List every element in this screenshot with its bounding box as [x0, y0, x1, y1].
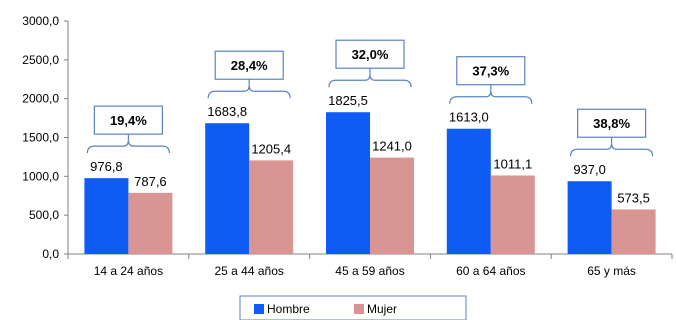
annotation-box — [214, 50, 284, 80]
y-tick-label: 0,0 — [42, 247, 59, 261]
bar-mujer — [370, 157, 414, 254]
y-tick-label: 3000,0 — [22, 14, 59, 28]
data-label: 976,8 — [90, 159, 123, 174]
bar-hombre — [567, 181, 612, 254]
bar-hombre — [326, 112, 370, 254]
bar-hombre — [205, 123, 250, 254]
annotation-brace — [207, 85, 291, 99]
annotation-brace — [328, 74, 412, 88]
y-tick-label: 1500,0 — [22, 131, 59, 145]
y-tick-label: 500,0 — [29, 208, 59, 222]
data-label: 937,0 — [573, 162, 606, 177]
legend: Hombre Mujer — [239, 295, 467, 320]
annotation-label: 37,3% — [472, 64, 509, 79]
legend-label-hombre: Hombre — [267, 302, 310, 316]
x-tick-label: 25 a 44 años — [214, 264, 283, 278]
annotation-label: 38,8% — [593, 116, 630, 131]
y-tick-label: 1000,0 — [22, 169, 59, 183]
legend-label-mujer: Mujer — [367, 302, 397, 316]
annotation-box — [576, 108, 647, 138]
bar-mujer — [249, 160, 294, 254]
annotation-box — [93, 105, 164, 135]
data-label: 1613,0 — [449, 110, 489, 125]
data-label: 787,6 — [134, 174, 167, 189]
annotation-brace — [86, 140, 170, 154]
annotations: 19,4% 28,4% 32,0% 37,3% 38,8% — [86, 39, 654, 157]
x-axis-labels: 14 a 24 años 25 a 44 años 45 a 59 años 60 a… — [94, 264, 636, 278]
annotation-label: 19,4% — [110, 113, 147, 128]
y-tick-label: 2000,0 — [22, 92, 59, 106]
legend-box — [239, 295, 467, 320]
x-tick-label: 65 y más — [587, 264, 636, 278]
x-tick-label: 14 a 24 años — [94, 264, 163, 278]
annotation-label: 32,0% — [352, 47, 389, 62]
bar-hombre — [446, 128, 491, 254]
y-axis-ticks: 0,0 500,0 1000,0 1500,0 2000,0 2500,0 3000,0 — [22, 14, 68, 261]
bar-mujer — [128, 192, 173, 254]
x-tick-label: 60 a 64 años — [456, 264, 525, 278]
bar-mujer — [611, 209, 656, 254]
data-label: 573,5 — [617, 190, 650, 205]
y-tick-label: 2500,0 — [22, 53, 59, 67]
data-label: 1683,8 — [207, 104, 247, 119]
annotation-brace — [449, 90, 533, 104]
data-label: 1205,4 — [251, 141, 291, 156]
x-tick-label: 45 a 59 años — [335, 264, 404, 278]
data-labels: 976,8 787,6 1683,8 1205,4 1825,5 1241,0 1613,0… — [90, 93, 650, 205]
bar-hombre — [84, 178, 129, 254]
data-label: 1825,5 — [328, 93, 368, 108]
annotation-brace — [570, 143, 654, 157]
legend-swatch-hombre — [254, 304, 264, 314]
annotation-box — [335, 39, 405, 69]
chart-bars — [84, 112, 656, 254]
data-label: 1011,1 — [493, 156, 532, 171]
legend-swatch-mujer — [354, 304, 364, 314]
annotation-box — [456, 56, 526, 86]
bar-mujer — [490, 175, 535, 254]
annotation-label: 28,4% — [231, 58, 268, 73]
data-label: 1241,0 — [372, 139, 412, 154]
